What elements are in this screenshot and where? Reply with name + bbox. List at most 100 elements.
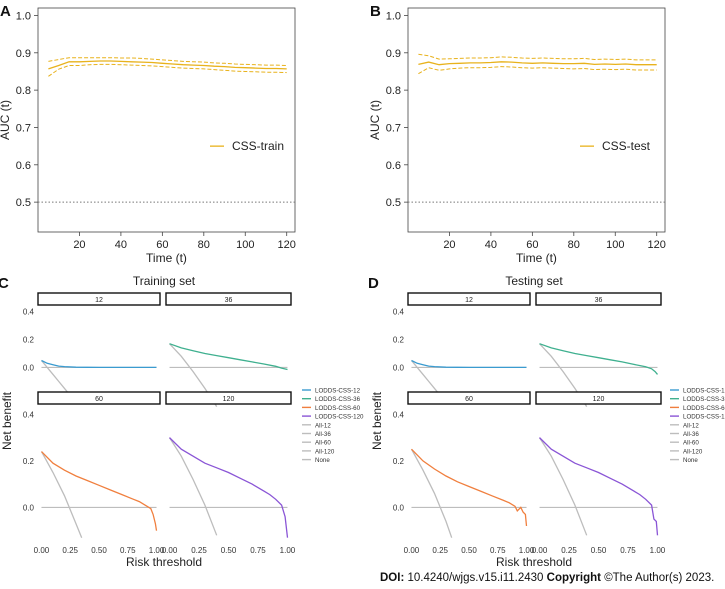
panel-a: 0.5 0.6 0.7 0.8 0.9 1.0 20 40 60 80 100 120 CSS-trai… xyxy=(0,3,296,265)
facet-strip-label-c-120: 120 xyxy=(223,396,235,403)
facet-c-12: 12 xyxy=(37,292,161,405)
y-tick-label-d-top-2: 0.4 xyxy=(393,308,405,317)
panel-title-c: Training set xyxy=(133,274,196,288)
ci-lower-line-a xyxy=(48,63,287,77)
model-line-c-60 xyxy=(41,451,158,531)
x-tick-label-c-1-0: 0.00 xyxy=(162,546,178,555)
x-tick-label-c-1-2: 0.50 xyxy=(221,546,237,555)
facet-c-120: 120 xyxy=(165,391,292,538)
x-tick-label-d-0-1: 0.25 xyxy=(432,546,448,555)
plot-frame-a xyxy=(37,7,296,233)
facet-strip-d-60 xyxy=(407,391,531,405)
x-tick-label-b-4: 100 xyxy=(606,239,624,251)
facet-c-60: 60 xyxy=(37,391,161,538)
x-axis-title-b: Time (t) xyxy=(516,251,557,265)
legend-label-d-5: All-36 xyxy=(683,431,699,438)
ci-lower-line-b xyxy=(418,66,657,75)
y-tick-label-c-top-1: 0.2 xyxy=(23,336,35,345)
y-tick-label-d-bottom-2: 0.4 xyxy=(393,410,405,419)
facet-strip-c-12 xyxy=(37,292,161,306)
y-tick-label-a-1: 0.6 xyxy=(16,160,31,172)
x-axis-title-c: Risk threshold xyxy=(126,555,202,569)
y-tick-label-c-bottom-0: 0.0 xyxy=(23,503,35,512)
panel-c: 12 36 60 120 0.0 0.2 0.4 0.0 0.2 0.4 0.00 0.25 0.50 0… xyxy=(0,274,364,569)
panel-title-d: Testing set xyxy=(505,274,563,288)
panel-letter-d: D xyxy=(368,275,379,292)
panel-letter-a: A xyxy=(0,3,11,20)
x-tick-label-c-1-1: 0.25 xyxy=(191,546,207,555)
x-tick-label-c-0-4: 1.00 xyxy=(149,546,165,555)
ci-upper-line-a xyxy=(48,57,287,66)
facet-strip-c-36 xyxy=(165,292,292,306)
model-line-d-36 xyxy=(539,343,658,375)
legend-label-d-1: LODDS-CSS-36 xyxy=(683,396,725,403)
y-axis-title-c: Net benefit xyxy=(0,391,14,450)
all-line-c-120 xyxy=(168,437,218,536)
x-tick-label-c-1-3: 0.75 xyxy=(250,546,266,555)
legend-label-d-8: None xyxy=(683,457,698,464)
legend-label-d-2: LODDS-CSS-60 xyxy=(683,405,725,412)
facet-d-60: 60 xyxy=(407,391,531,538)
facet-d-120: 120 xyxy=(535,391,662,536)
facet-strip-label-c-60: 60 xyxy=(95,396,103,403)
x-axis-title-a: Time (t) xyxy=(146,251,187,265)
panel-b: 0.5 0.6 0.7 0.8 0.9 1.0 20 40 60 80 100 120 CSS-test… xyxy=(368,3,666,265)
footer-citation: DOI: 10.4240/wjgs.v15.i11.2430 Copyright… xyxy=(380,572,714,584)
legend-label-c-3: LODDS-CSS-120 xyxy=(315,414,364,421)
y-axis-title-d: Net benefit xyxy=(370,391,384,450)
facet-strip-label-d-120: 120 xyxy=(593,396,605,403)
legend-label-b: CSS-test xyxy=(602,139,651,153)
legend-label-a: CSS-train xyxy=(232,139,284,153)
facet-strip-d-120 xyxy=(535,391,662,405)
x-tick-label-a-4: 100 xyxy=(236,239,254,251)
x-tick-label-d-1-2: 0.50 xyxy=(591,546,607,555)
x-tick-label-d-0-4: 1.00 xyxy=(519,546,535,555)
y-tick-label-d-bottom-0: 0.0 xyxy=(393,503,405,512)
y-tick-label-c-bottom-2: 0.4 xyxy=(23,410,35,419)
facet-strip-c-120 xyxy=(165,391,292,405)
legend-label-d-7: All-120 xyxy=(683,448,703,455)
y-axis-title-a: AUC (t) xyxy=(0,100,12,140)
footer-doi: 10.4240/wjgs.v15.i11.2430 xyxy=(407,572,544,584)
y-tick-label-b-0: 0.5 xyxy=(386,197,401,209)
panel-d: 12 36 60 120 0.0 0.2 0.4 0.0 0.2 0.4 0.00 0.25 0.50 0… xyxy=(368,274,725,569)
y-tick-label-b-5: 1.0 xyxy=(386,10,401,22)
all-line-d-120 xyxy=(538,437,588,536)
x-tick-label-d-1-3: 0.75 xyxy=(620,546,636,555)
footer-copyright: ©The Author(s) 2023. xyxy=(604,572,715,584)
legend-label-c-2: LODDS-CSS-60 xyxy=(315,405,361,412)
facet-d-36: 36 xyxy=(535,292,662,407)
x-tick-label-d-0-3: 0.75 xyxy=(490,546,506,555)
model-line-d-60 xyxy=(411,448,528,527)
facet-strip-label-d-12: 12 xyxy=(465,297,473,304)
y-tick-label-d-top-1: 0.2 xyxy=(393,336,405,345)
x-tick-label-d-0-0: 0.00 xyxy=(404,546,420,555)
x-axis-title-d: Risk threshold xyxy=(496,555,572,569)
facet-strip-c-60 xyxy=(37,391,161,405)
facet-strip-label-c-36: 36 xyxy=(225,297,233,304)
legend-label-c-7: All-120 xyxy=(315,448,335,455)
facet-strip-label-d-60: 60 xyxy=(465,396,473,403)
footer-doi-label: DOI: xyxy=(380,572,405,584)
all-line-d-60 xyxy=(410,448,453,538)
x-tick-label-b-5: 120 xyxy=(648,239,666,251)
legend-label-d-3: LODDS-CSS-120 xyxy=(683,414,725,421)
y-tick-label-a-4: 0.9 xyxy=(16,48,31,60)
x-tick-label-b-3: 80 xyxy=(568,239,580,251)
y-tick-label-c-top-0: 0.0 xyxy=(23,363,35,372)
x-tick-label-d-0-2: 0.50 xyxy=(461,546,477,555)
ci-upper-line-b xyxy=(418,53,657,61)
y-tick-label-a-3: 0.8 xyxy=(16,85,31,97)
model-line-d-12 xyxy=(411,359,527,369)
y-tick-label-c-top-2: 0.4 xyxy=(23,308,35,317)
auc-line-b xyxy=(418,61,657,66)
x-tick-label-c-0-1: 0.25 xyxy=(62,546,78,555)
legend-label-d-0: LODDS-CSS-12 xyxy=(683,388,725,395)
legend-label-c-0: LODDS-CSS-12 xyxy=(315,388,361,395)
facet-c-36: 36 xyxy=(165,292,292,407)
x-tick-label-b-1: 40 xyxy=(485,239,497,251)
x-tick-label-c-0-2: 0.50 xyxy=(91,546,107,555)
legend-label-c-4: All-12 xyxy=(315,422,331,429)
legend-label-c-5: All-36 xyxy=(315,431,331,438)
